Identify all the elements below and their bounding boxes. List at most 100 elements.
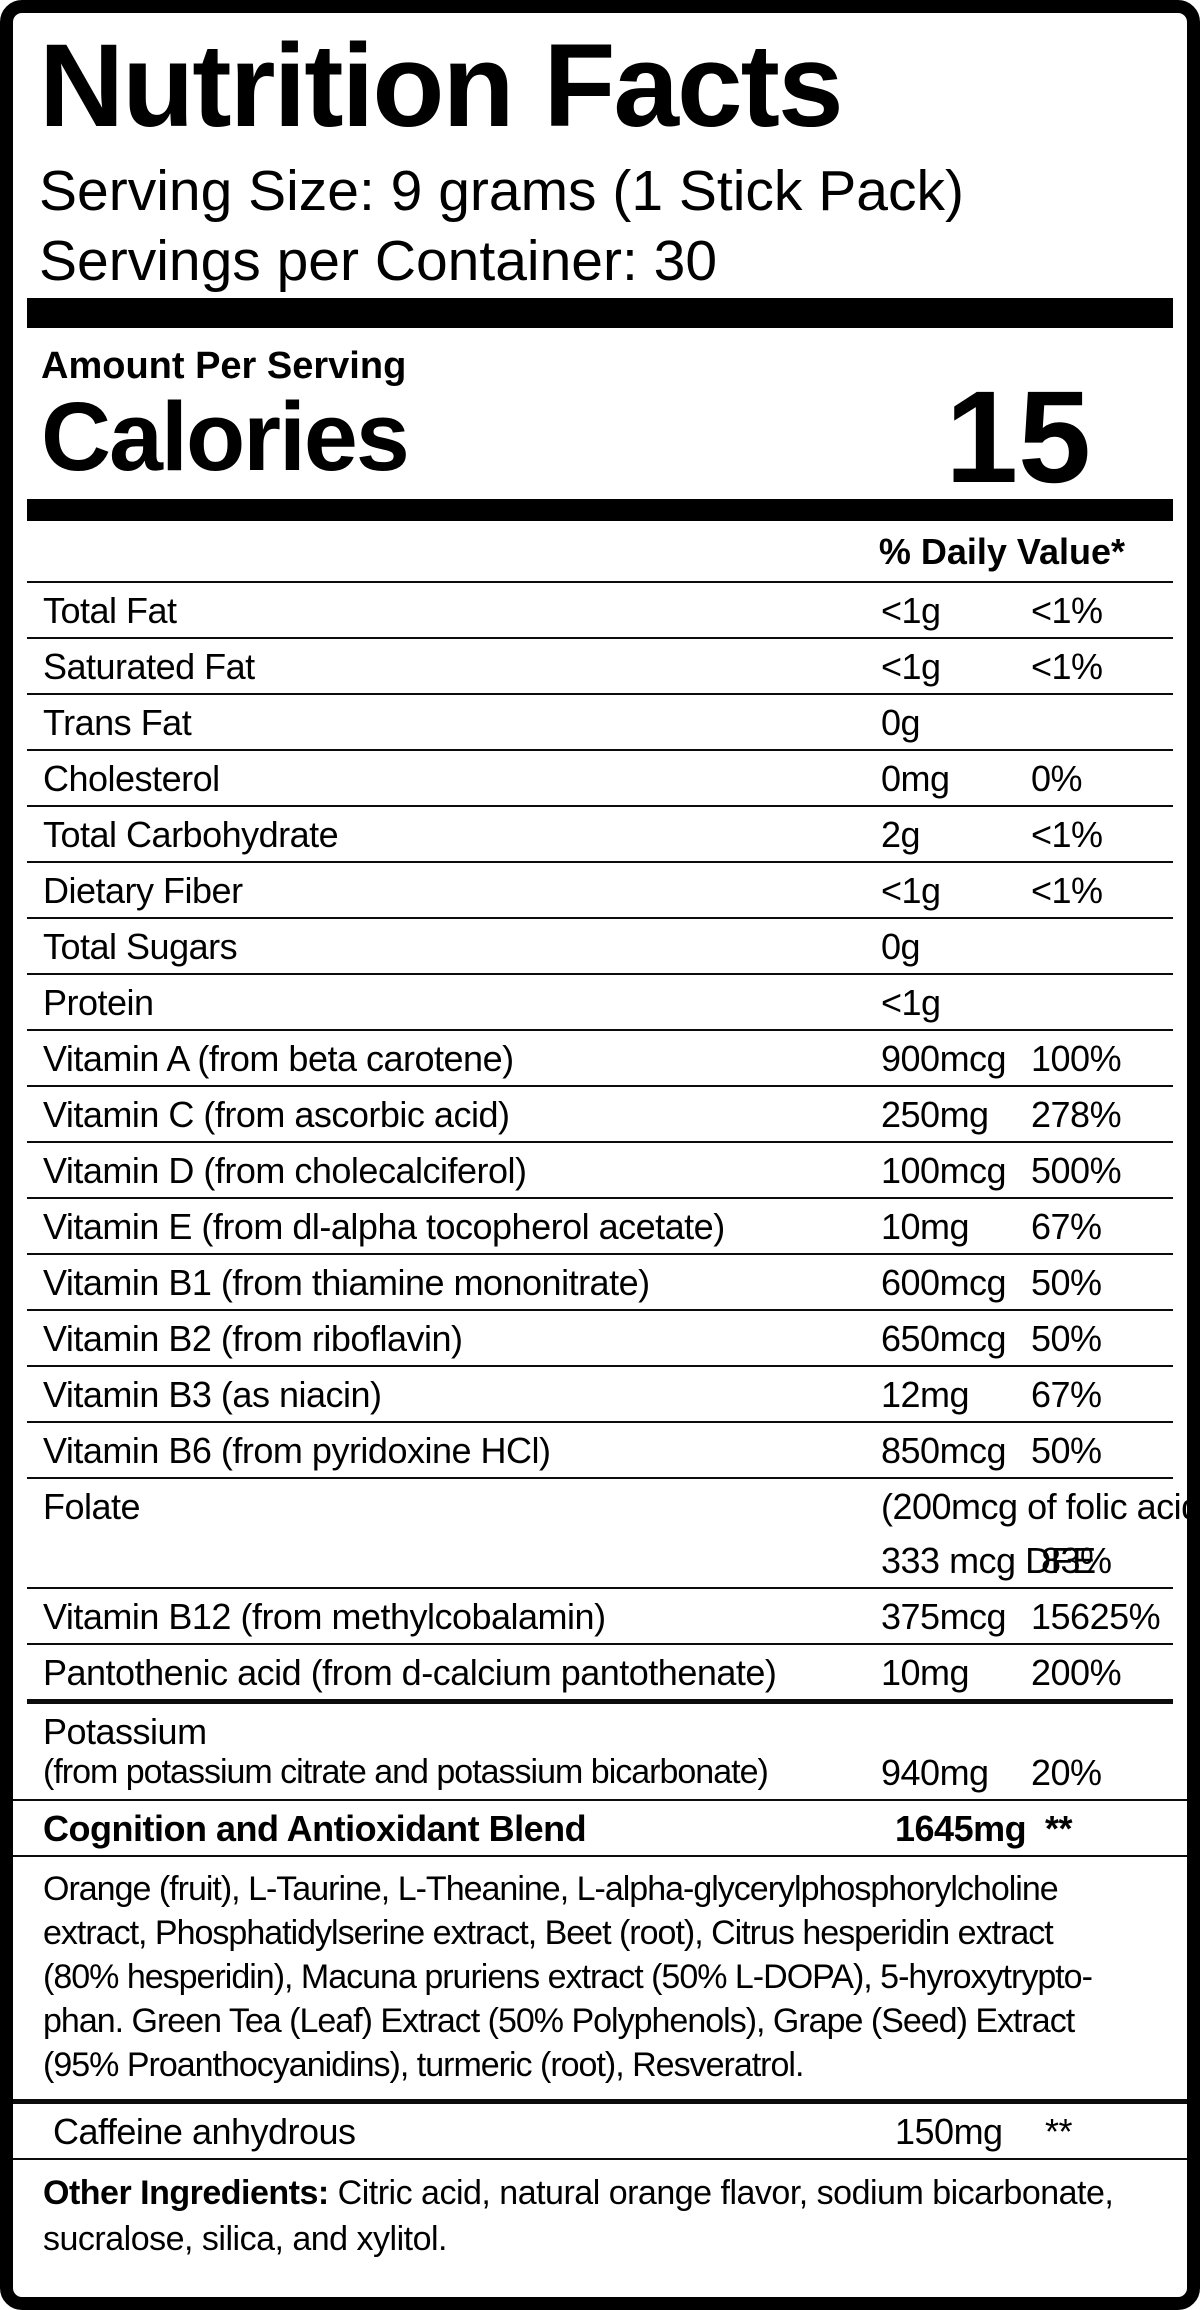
serving-size-line: Serving Size: 9 grams (1 Stick Pack) (39, 158, 964, 223)
nutrient-daily-value: 50% (1031, 1317, 1102, 1359)
nutrient-row: Caffeine anhydrous 150mg ** (13, 2098, 1187, 2158)
nutrient-name: Dietary Fiber (43, 869, 243, 911)
daily-value-header: % Daily Value* (878, 530, 1125, 572)
calories-value: 15 (945, 362, 1091, 510)
serving-info: Serving Size: 9 grams (1 Stick Pack) Ser… (39, 156, 1161, 296)
nutrient-daily-value: 500% (1031, 1149, 1122, 1191)
nutrient-amount: <1g (881, 645, 941, 687)
nutrient-name: Total Sugars (43, 925, 238, 967)
nutrient-amount: 600mcg (881, 1261, 1007, 1303)
nutrient-amount: <1g (881, 981, 941, 1023)
calories-row: Calories 15 (41, 362, 1091, 510)
nutrient-row: Vitamin B12 (from methylcobalamin) 375mcg… (27, 1586, 1173, 1643)
nutrient-row: Vitamin B1 (from thiamine mononitrate) 60… (27, 1252, 1173, 1309)
nutrient-amount: 650mcg (881, 1317, 1007, 1359)
nutrient-amount: 12mg (881, 1373, 970, 1415)
other-ingredients-text: Citric acid, natural orange flavor, sodi… (43, 2173, 1114, 2258)
nutrient-amount: 900mcg (881, 1037, 1007, 1079)
nutrient-name: Vitamin B12 (from methylcobalamin) (43, 1595, 606, 1637)
nutrient-name: Vitamin B3 (as niacin) (43, 1373, 382, 1415)
nutrient-row: Vitamin C (from ascorbic acid) 250mg 278% (27, 1084, 1173, 1141)
servings-per-container-line: Servings per Container: 30 (39, 228, 718, 293)
nutrient-row: Cholesterol 0mg 0% (27, 748, 1173, 805)
nutrient-amount: 940mg (881, 1751, 989, 1793)
nutrient-amount: 10mg (881, 1205, 970, 1247)
nutrient-row: Total Carbohydrate 2g <1% (27, 804, 1173, 861)
blend-description-paragraph: Orange (fruit), L-Taurine, L-Theanine, L… (13, 1854, 1187, 2099)
nutrient-amount: (200mcg of folic acid) (881, 1485, 1200, 1527)
nutrient-row: Pantothenic acid (from d-calcium pantoth… (27, 1642, 1173, 1699)
nutrient-daily-value: 83% (1041, 1539, 1112, 1581)
nutrient-amount: 100mcg (881, 1149, 1007, 1191)
nutrient-name: Potassium (43, 1710, 207, 1752)
nutrient-daily-value: <1% (1031, 813, 1103, 855)
separator-bar-mid (27, 498, 1173, 521)
nutrient-amount: 333 mcg DFE (881, 1539, 1096, 1581)
separator-bar-top (27, 297, 1173, 328)
nutrient-amount: 2g (881, 813, 921, 855)
label-title: Nutrition Facts (39, 20, 844, 152)
nutrient-row: Vitamin B3 (as niacin) 12mg 67% (27, 1364, 1173, 1421)
nutrient-daily-value (1031, 926, 1173, 967)
nutrient-amount: <1g (881, 589, 941, 631)
nutrient-name: Protein (43, 981, 154, 1023)
nutrient-daily-value: 67% (1031, 1205, 1102, 1247)
caffeine-row-slot: Caffeine anhydrous 150mg ** (13, 2098, 1187, 2158)
nutrient-daily-value: 67% (1031, 1373, 1102, 1415)
other-ingredients-lead: Other Ingredients: (43, 2173, 329, 2212)
calories-label: Calories (41, 381, 410, 491)
nutrient-amount: 250mg (881, 1093, 989, 1135)
nutrient-daily-value: ** (1045, 1807, 1073, 1849)
nutrient-row: Potassium (from potassium citrate and pot… (27, 1698, 1173, 1799)
nutrient-row: Trans Fat 0g (27, 692, 1173, 749)
nutrient-name: Folate (43, 1485, 141, 1527)
nutrient-name: Caffeine anhydrous (53, 2110, 356, 2152)
nutrient-daily-value: 50% (1031, 1261, 1102, 1303)
nutrient-amount: 150mg (895, 2110, 1003, 2152)
nutrient-row: 333 mcg DFE 83% (27, 1533, 1173, 1587)
nutrient-daily-value (1031, 702, 1173, 743)
nutrient-name: Pantothenic acid (from d-calcium pantoth… (43, 1651, 777, 1693)
nutrient-daily-value: 20% (1031, 1751, 1102, 1793)
nutrient-daily-value: 100% (1031, 1037, 1122, 1079)
nutrient-row: Vitamin E (from dl-alpha tocopherol acet… (27, 1196, 1173, 1253)
nutrient-daily-value (1031, 982, 1173, 1023)
nutrient-amount: 0g (881, 701, 921, 743)
nutrient-row: Vitamin D (from cholecalciferol) 100mcg 50… (27, 1140, 1173, 1197)
nutrient-name: Saturated Fat (43, 645, 255, 687)
nutrient-name: Vitamin D (from cholecalciferol) (43, 1149, 527, 1191)
nutrient-daily-value: 50% (1031, 1429, 1102, 1471)
nutrient-name: Cognition and Antioxidant Blend (43, 1807, 587, 1849)
nutrient-name: Vitamin B1 (from thiamine mononitrate) (43, 1261, 650, 1303)
nutrient-daily-value: <1% (1031, 589, 1103, 631)
nutrient-row: Folate (200mcg of folic acid) (27, 1476, 1200, 1533)
nutrient-name: Total Fat (43, 589, 177, 631)
nutrient-row: Protein <1g (27, 972, 1173, 1029)
nutrient-row: Vitamin A (from beta carotene) 900mcg 100% (27, 1028, 1173, 1085)
nutrient-name: Cholesterol (43, 757, 220, 799)
nutrient-daily-value: <1% (1031, 869, 1103, 911)
nutrient-amount: 375mcg (881, 1595, 1007, 1637)
nutrient-name: Trans Fat (43, 701, 192, 743)
nutrient-amount: 0g (881, 925, 921, 967)
nutrient-daily-value: 278% (1031, 1093, 1122, 1135)
nutrient-name: Vitamin B2 (from riboflavin) (43, 1317, 463, 1359)
nutrient-name: Vitamin C (from ascorbic acid) (43, 1093, 510, 1135)
nutrient-table: Total Fat <1g <1% Saturated Fat <1g <1% Trans … (13, 580, 1200, 1855)
nutrient-row: Saturated Fat <1g <1% (27, 636, 1173, 693)
nutrient-amount: 850mcg (881, 1429, 1007, 1471)
nutrient-row: Total Fat <1g <1% (27, 580, 1173, 637)
nutrient-daily-value: ** (1045, 2110, 1073, 2152)
nutrient-amount: 10mg (881, 1651, 970, 1693)
nutrient-name: Vitamin A (from beta carotene) (43, 1037, 514, 1079)
nutrient-daily-value: 0% (1031, 757, 1083, 799)
nutrient-amount: 0mg (881, 757, 950, 799)
nutrient-row: Vitamin B6 (from pyridoxine HCl) 850mcg 50… (27, 1420, 1173, 1477)
amount-per-serving-label: Amount Per Serving (41, 344, 407, 387)
nutrient-row: Cognition and Antioxidant Blend 1645mg ** (13, 1798, 1187, 1855)
nutrient-name: Total Carbohydrate (43, 813, 339, 855)
nutrient-daily-value: 15625% (1031, 1595, 1161, 1637)
nutrient-source: (from potassium citrate and potassium bi… (43, 1752, 769, 1791)
other-ingredients-paragraph: Other Ingredients: Citric acid, natural … (13, 2157, 1187, 2262)
